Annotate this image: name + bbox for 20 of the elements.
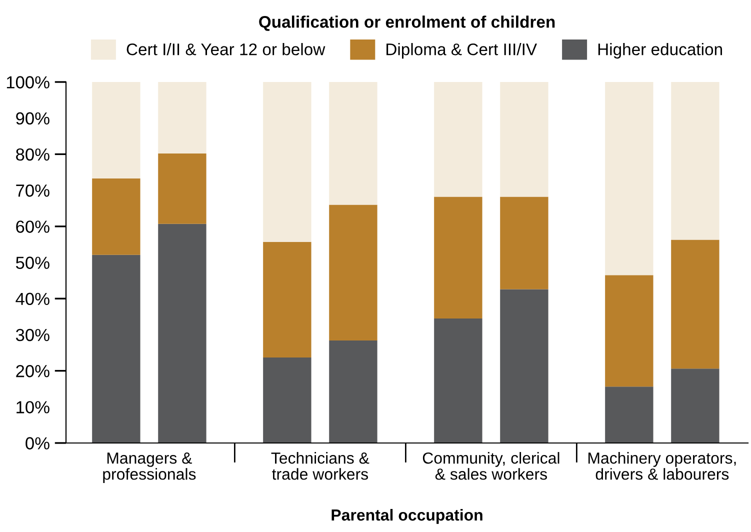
text: Machinery operators, drivers & labourers <box>588 452 736 480</box>
legend-label: Higher education <box>598 43 722 59</box>
legend-label: Diploma & Cert III/IV <box>386 43 537 59</box>
text: Technicians & trade workers <box>271 452 370 480</box>
y-tick-label: 20% <box>16 364 50 378</box>
y-tick-label: 100% <box>6 76 50 88</box>
y-tick-label: 60% <box>16 220 50 233</box>
y-tick-label: 70% <box>16 184 50 197</box>
legend-label: Cert I/II & Year 12 or below <box>126 43 326 56</box>
text: Community, clerical & sales workers <box>422 452 560 480</box>
legend-title: Qualification or enrolment of children <box>259 16 555 31</box>
y-tick-label: 30% <box>16 328 50 342</box>
y-tick-label: 90% <box>16 112 50 125</box>
y-tick-label: 0% <box>26 437 50 450</box>
y-tick-label: 50% <box>16 256 50 269</box>
y-tick-label: 80% <box>16 148 50 161</box>
y-tick-label: 10% <box>16 401 50 414</box>
x-axis-title: Parental occupation <box>332 508 482 524</box>
y-tick-label: 40% <box>16 292 50 306</box>
text: Managers & professionals <box>103 452 196 483</box>
